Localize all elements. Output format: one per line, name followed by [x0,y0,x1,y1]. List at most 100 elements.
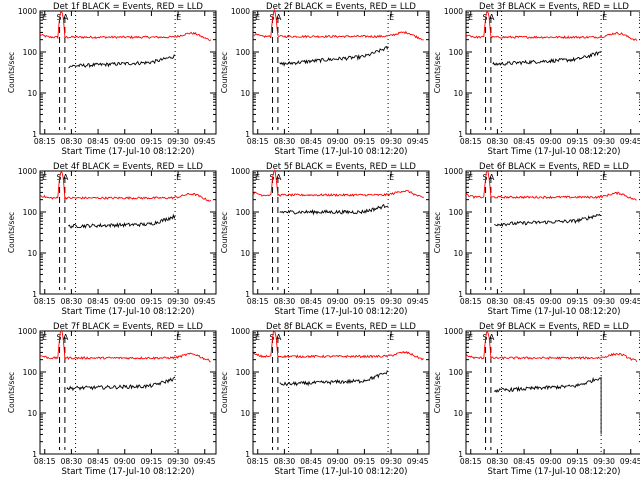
lld-series-line [39,329,211,363]
y-tick-label: 100 [236,208,251,217]
marker-a: A [489,173,495,182]
y-tick-label: 1000 [231,167,250,176]
x-tick-label: 09:45 [620,297,640,306]
y-tick-label: 100 [449,368,464,377]
x-tick-label: 08:15 [34,297,56,306]
lld-series-line [252,330,424,361]
y-tick-label: 1 [32,130,37,139]
marker-e-start: E [255,173,260,182]
x-axis-label: Start Time (17-Jul-10 08:12:20) [275,467,408,477]
x-tick-label: 09:00 [540,137,562,146]
marker-e-start: E [42,13,47,22]
y-tick-label: 10 [27,249,37,258]
lld-series-line [252,8,424,41]
x-tick-label: 08:15 [247,297,269,306]
y-tick-label: 100 [236,368,251,377]
y-tick-label: 1000 [444,167,463,176]
y-tick-label: 1 [458,450,463,459]
panel-1: Det 1f BLACK = Events, RED = LLD 1 10 100 10… [7,2,217,157]
x-tick-label: 08:15 [34,137,56,146]
lld-series-line [39,10,212,42]
panel-title: Det 3f BLACK = Events, RED = LLD [479,2,629,12]
x-tick-label: 09:00 [327,137,349,146]
x-tick-label: 08:15 [247,457,269,466]
x-tick-label: 08:30 [487,137,509,146]
x-tick-label: 09:45 [620,457,640,466]
x-tick-label: 08:45 [87,297,109,306]
x-tick-label: 09:00 [114,297,136,306]
x-tick-label: 08:45 [87,137,109,146]
x-tick-label: 08:30 [487,457,509,466]
x-tick-label: 08:45 [300,137,322,146]
x-tick-label: 08:45 [87,457,109,466]
y-tick-label: 1000 [18,327,37,336]
y-tick-label: 100 [23,368,38,377]
panel-5: Det 5f BLACK = Events, RED = LLD 1 10 100 10… [220,162,430,317]
x-tick-label: 08:30 [274,457,296,466]
y-tick-label: 1000 [444,7,463,16]
marker-s: S [270,13,275,22]
marker-e-end: E [389,333,394,342]
x-axis-label: Start Time (17-Jul-10 08:12:20) [62,467,195,477]
panel-title: Det 6f BLACK = Events, RED = LLD [479,162,629,172]
plot-frame [465,170,640,295]
marker-e-start: E [42,173,47,182]
y-axis-label: Counts/sec [220,212,229,253]
marker-e-end: E [602,333,607,342]
panel-3: Det 3f BLACK = Events, RED = LLD 1 10 100 10… [433,2,640,157]
plot-frame [465,330,640,455]
x-tick-label: 09:45 [407,457,429,466]
x-tick-label: 09:00 [114,137,136,146]
x-tick-label: 09:30 [380,457,402,466]
marker-e-start: E [255,13,260,22]
x-tick-label: 09:30 [593,137,615,146]
y-tick-label: 1 [32,290,37,299]
y-tick-label: 100 [449,208,464,217]
x-tick-label: 08:30 [487,297,509,306]
events-series-line [279,370,389,387]
plot-frame [252,330,430,455]
plot-frame [39,10,217,135]
x-axis-label: Start Time (17-Jul-10 08:12:20) [275,147,408,157]
y-tick-label: 1 [245,450,250,459]
x-tick-label: 09:00 [327,297,349,306]
events-series-line [279,46,389,67]
y-axis-label: Counts/sec [220,372,229,413]
x-tick-label: 08:45 [513,457,535,466]
x-tick-label: 09:30 [167,297,189,306]
marker-s: S [270,173,275,182]
x-tick-label: 09:30 [167,137,189,146]
marker-s: S [483,173,488,182]
marker-s: S [483,333,488,342]
x-tick-label: 08:45 [513,137,535,146]
x-tick-label: 09:30 [593,457,615,466]
y-axis-label: Counts/sec [7,372,16,413]
y-tick-label: 1000 [18,7,37,16]
x-axis-label: Start Time (17-Jul-10 08:12:20) [275,307,408,317]
panel-7: Det 7f BLACK = Events, RED = LLD 1 10 100 10… [7,322,217,477]
y-tick-label: 1 [458,130,463,139]
x-tick-label: 08:15 [247,137,269,146]
x-tick-label: 08:15 [460,137,482,146]
panel-title: Det 4f BLACK = Events, RED = LLD [53,162,203,172]
events-series-line [66,376,176,392]
panel-title: Det 1f BLACK = Events, RED = LLD [53,2,203,12]
marker-s: S [57,13,62,22]
panel-4: Det 4f BLACK = Events, RED = LLD 1 10 100 10… [7,162,217,317]
x-tick-label: 09:45 [407,297,429,306]
marker-e-end: E [389,173,394,182]
plot-frame [252,170,430,295]
x-axis-label: Start Time (17-Jul-10 08:12:20) [488,147,621,157]
x-tick-label: 09:45 [407,137,429,146]
x-tick-label: 09:15 [354,297,376,306]
y-tick-label: 1 [32,450,37,459]
marker-e-end: E [176,333,181,342]
marker-e-end: E [602,13,607,22]
y-tick-label: 1000 [231,327,250,336]
lld-series-line [465,330,638,363]
x-tick-label: 08:15 [34,457,56,466]
y-tick-label: 1 [245,290,250,299]
x-tick-label: 09:00 [114,457,136,466]
